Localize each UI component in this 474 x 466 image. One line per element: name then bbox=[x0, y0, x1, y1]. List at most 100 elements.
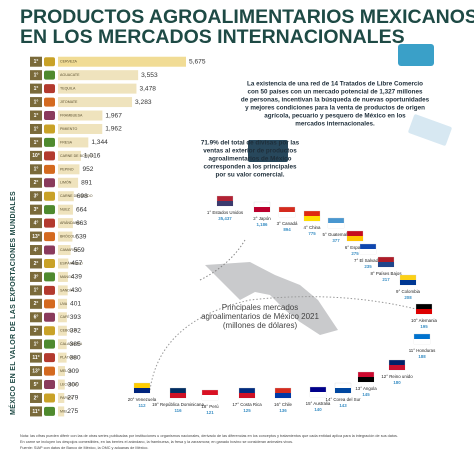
product-name: AGUACATE bbox=[60, 73, 80, 77]
info-text: ventas al exterior de productos bbox=[203, 148, 297, 155]
value-label: 279 bbox=[67, 395, 78, 402]
bar bbox=[58, 312, 67, 323]
rank-badge bbox=[30, 312, 42, 323]
icon bbox=[44, 326, 55, 336]
market-value: 116 bbox=[174, 408, 182, 413]
route bbox=[149, 296, 421, 391]
product-name: CARNE DE BOVINO bbox=[60, 154, 94, 158]
flag bbox=[328, 223, 344, 228]
market-value: 235 bbox=[364, 264, 372, 269]
market-name: 3° Canadá bbox=[277, 221, 298, 226]
rank-badge bbox=[30, 150, 42, 161]
rank: 11° bbox=[32, 409, 39, 415]
market-value: 136 bbox=[279, 408, 287, 413]
product-name: JITOMATE bbox=[60, 100, 78, 104]
rank-badge bbox=[30, 392, 42, 403]
market-value: 275 bbox=[351, 251, 359, 256]
flag bbox=[389, 365, 405, 370]
market-name: Costa Rica bbox=[240, 402, 262, 407]
product-name: CALABACITA bbox=[60, 342, 83, 346]
rank-badge bbox=[30, 83, 42, 94]
markets-title: Principales mercados bbox=[222, 303, 298, 312]
product-name: PIMIENTO bbox=[60, 127, 78, 131]
flag bbox=[275, 393, 291, 398]
market-name: 14° Corea del Sur bbox=[326, 397, 362, 402]
bar bbox=[58, 285, 68, 296]
rank: 1° bbox=[34, 167, 39, 173]
icon bbox=[44, 299, 55, 309]
market-name: 8° Países Bajos bbox=[370, 271, 402, 276]
rank: 3° bbox=[34, 194, 39, 200]
market-name: 12° Reino unido bbox=[381, 374, 413, 379]
market-rank: 8° bbox=[370, 271, 374, 276]
flag bbox=[279, 212, 295, 217]
market-name: 16° Chile bbox=[274, 402, 292, 407]
flag bbox=[310, 392, 326, 397]
market-rank: 19° bbox=[152, 402, 159, 407]
value-label: 275 bbox=[67, 408, 78, 415]
flag bbox=[416, 309, 432, 314]
flag bbox=[360, 249, 376, 254]
footnote: Nota: las cifras pueden diferir con las … bbox=[20, 434, 398, 438]
market-rank: 2° bbox=[253, 216, 257, 221]
market-value: 1,186 bbox=[257, 222, 269, 227]
market-value: 145 bbox=[362, 392, 370, 397]
value-label: 439 bbox=[71, 274, 82, 281]
bar bbox=[58, 56, 186, 67]
icon bbox=[248, 140, 288, 162]
bar bbox=[58, 123, 103, 134]
bar bbox=[58, 164, 80, 175]
bar bbox=[58, 70, 139, 81]
product-name: FRESA bbox=[60, 140, 73, 144]
icon bbox=[44, 191, 55, 201]
info-text: mercados internacionales. bbox=[295, 121, 375, 128]
icon bbox=[44, 151, 55, 161]
product-name: NUEZ bbox=[60, 208, 71, 212]
market-name: Países Bajos bbox=[376, 271, 402, 276]
bar bbox=[58, 325, 67, 336]
title-line: EN LOS MERCADOS INTERNACIONALES bbox=[20, 26, 405, 48]
info-text: y mejores condiciones para la venta de p… bbox=[245, 105, 425, 112]
icon bbox=[44, 111, 55, 121]
icon bbox=[44, 97, 55, 107]
market-rank: 1° bbox=[207, 210, 211, 215]
rank: 4° bbox=[34, 220, 39, 226]
bar bbox=[58, 406, 65, 417]
market-name: Reino unido bbox=[389, 374, 413, 379]
value-label: 392 bbox=[70, 327, 81, 334]
market-name: Japón bbox=[259, 216, 272, 221]
flag bbox=[134, 388, 150, 393]
value-label: 639 bbox=[75, 233, 86, 240]
icon bbox=[44, 258, 55, 268]
market-name: Venezuela bbox=[136, 397, 157, 402]
rank: 2° bbox=[34, 180, 39, 186]
bar bbox=[58, 231, 73, 242]
rank-badge bbox=[30, 379, 42, 390]
rank-badge bbox=[30, 97, 42, 108]
product-name: CAFÉ bbox=[60, 314, 70, 319]
info-box bbox=[230, 76, 440, 140]
value-label: 663 bbox=[76, 220, 87, 227]
market-name: 11° Honduras bbox=[409, 348, 436, 353]
icon bbox=[44, 353, 55, 363]
market-name: 17° Costa Rica bbox=[232, 402, 262, 407]
market-value: 143 bbox=[339, 403, 347, 408]
rank-badge bbox=[30, 231, 42, 242]
market-rank: 3° bbox=[277, 221, 281, 226]
market-name: 7° El Salvador bbox=[354, 258, 382, 263]
icon bbox=[44, 366, 55, 376]
rank: 1° bbox=[34, 99, 39, 105]
market-value: 112 bbox=[138, 403, 146, 408]
side-label: MÉXICO EN EL VALOR DE LAS EXPORTACIONES … bbox=[8, 191, 17, 415]
product-name: UVA bbox=[60, 302, 68, 306]
market-name: 15° Australia bbox=[306, 401, 331, 406]
flag bbox=[217, 201, 233, 206]
bar bbox=[58, 218, 73, 229]
market-value: 208 bbox=[404, 295, 412, 300]
market-name: 19° República Dominicana bbox=[152, 402, 204, 407]
value-label: 1,344 bbox=[91, 139, 108, 146]
product-name: CEBOLLA bbox=[60, 329, 77, 333]
icon bbox=[44, 272, 55, 282]
market-name: 10° Alemania bbox=[411, 318, 437, 323]
rank: 1° bbox=[34, 288, 39, 294]
